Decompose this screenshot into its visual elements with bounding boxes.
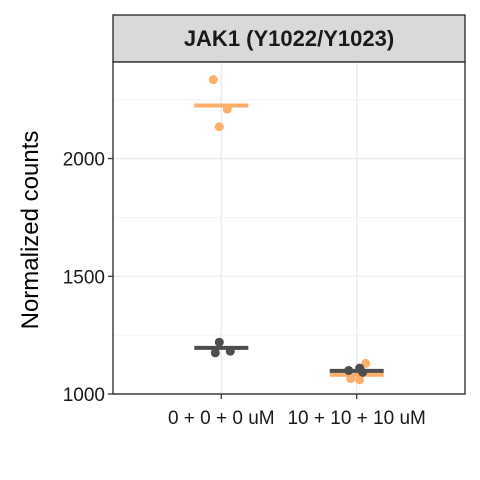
- facet-strip-label: JAK1 (Y1022/Y1023): [184, 26, 394, 51]
- data-point: [210, 348, 220, 358]
- x-tick-label: 10 + 10 + 10 uM: [287, 408, 425, 429]
- data-point: [222, 104, 232, 114]
- data-point: [355, 375, 365, 385]
- y-tick-label: 1000: [63, 385, 105, 406]
- x-tick-label: 0 + 0 + 0 uM: [168, 408, 275, 429]
- data-point: [344, 365, 354, 375]
- y-tick-label: 1500: [63, 267, 105, 288]
- data-point: [346, 374, 356, 384]
- y-tick-label: 2000: [63, 150, 105, 171]
- plot-panel: [113, 62, 465, 394]
- data-point: [225, 346, 235, 356]
- data-point: [214, 337, 224, 347]
- y-axis-title: Normalized counts: [17, 131, 44, 330]
- plot-panel-border: [112, 61, 466, 395]
- axis-ticks: 1000 1500 2000 0 + 0 + 0 uM 10 + 10 + 10 uM: [63, 150, 426, 429]
- facet-strip: [112, 14, 466, 63]
- data-point: [214, 122, 224, 132]
- data-point: [208, 75, 218, 85]
- data-points: [208, 75, 371, 385]
- data-point: [358, 367, 368, 377]
